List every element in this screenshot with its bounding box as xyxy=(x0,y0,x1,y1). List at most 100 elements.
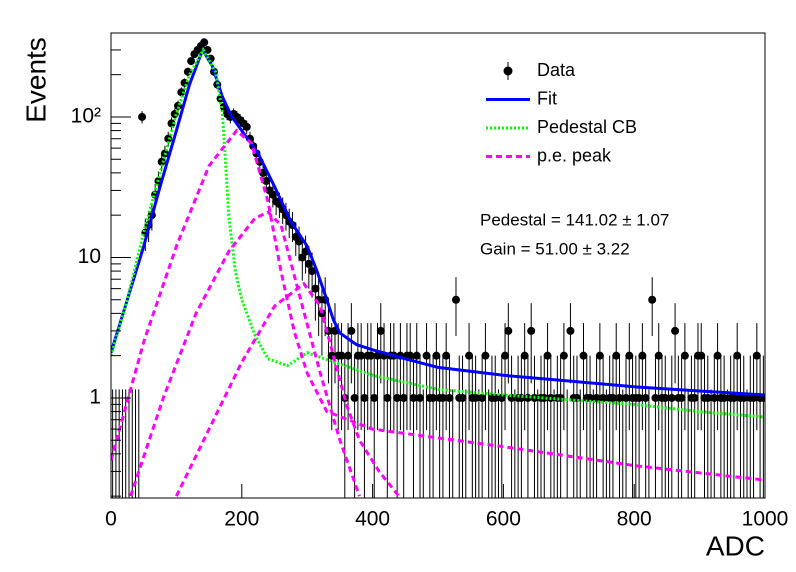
data-point xyxy=(586,393,595,402)
y-tick-label: 1 xyxy=(89,385,101,408)
data-point xyxy=(729,393,738,402)
data-point xyxy=(625,351,634,360)
x-tick-label: 600 xyxy=(486,508,521,531)
data-point xyxy=(733,351,742,360)
data-point xyxy=(579,351,588,360)
data-point xyxy=(347,326,356,335)
data-point xyxy=(471,393,480,402)
data-point xyxy=(527,326,536,335)
data-point xyxy=(409,393,418,402)
data-point xyxy=(383,393,392,402)
data-point xyxy=(438,393,447,402)
data-point xyxy=(366,351,375,360)
fit-curve xyxy=(111,46,765,397)
annotation: Gain = 51.00 ± 3.22 xyxy=(480,239,630,258)
data-point xyxy=(661,393,670,402)
data-point xyxy=(713,351,722,360)
data-point xyxy=(520,351,529,360)
legend-label: p.e. peak xyxy=(537,145,612,165)
data-point xyxy=(138,112,147,121)
data-point xyxy=(308,267,317,276)
data-point xyxy=(187,57,196,66)
data-point xyxy=(478,393,487,402)
data-point xyxy=(416,393,425,402)
x-tick-label: 1000 xyxy=(742,508,789,531)
data-point xyxy=(298,253,307,262)
data-point xyxy=(677,393,686,402)
data-point xyxy=(566,326,575,335)
data-point xyxy=(344,351,353,360)
data-point xyxy=(429,393,438,402)
data-point xyxy=(608,393,617,402)
legend-label: Fit xyxy=(537,88,557,108)
data-point xyxy=(654,351,663,360)
data-point xyxy=(622,393,631,402)
y-tick-label: 10² xyxy=(71,105,101,128)
y-axis-label: Events xyxy=(20,37,51,123)
fit-curve xyxy=(129,210,361,497)
data-point xyxy=(304,259,313,268)
data-point xyxy=(200,38,209,47)
fit-curve xyxy=(111,128,765,482)
legend-swatch xyxy=(503,66,513,76)
data-point xyxy=(393,393,402,402)
data-point xyxy=(167,119,176,128)
data-point xyxy=(268,190,277,199)
data-point xyxy=(615,393,624,402)
data-point xyxy=(671,326,680,335)
data-point xyxy=(749,393,758,402)
data-point xyxy=(720,393,729,402)
fit-curve xyxy=(175,281,400,498)
x-tick-label: 200 xyxy=(224,508,259,531)
data-point xyxy=(357,351,366,360)
data-point xyxy=(442,351,451,360)
data-point xyxy=(703,393,712,402)
data-point xyxy=(465,351,474,360)
data-point xyxy=(311,284,320,293)
data-point xyxy=(317,309,326,318)
data-point xyxy=(635,393,644,402)
x-axis-label: ADC xyxy=(706,530,765,561)
legend-label: Pedestal CB xyxy=(537,117,637,137)
data-point xyxy=(651,393,660,402)
data-point xyxy=(432,351,441,360)
data-point xyxy=(262,177,271,186)
x-tick-label: 0 xyxy=(105,508,117,531)
data-point xyxy=(680,351,689,360)
data-point xyxy=(458,393,467,402)
fit-curve xyxy=(111,46,765,419)
data-point xyxy=(697,351,706,360)
data-point xyxy=(599,393,608,402)
data-point xyxy=(445,393,454,402)
data-point xyxy=(648,295,657,304)
data-point xyxy=(504,326,513,335)
data-point xyxy=(540,393,549,402)
data-point xyxy=(638,351,647,360)
plot-area xyxy=(111,38,765,498)
data-point xyxy=(543,351,552,360)
data-point xyxy=(451,295,460,304)
data-point xyxy=(370,393,379,402)
data-point xyxy=(612,351,621,360)
data-point xyxy=(399,393,408,402)
y-tick-label: 10 xyxy=(78,245,101,268)
data-point xyxy=(481,351,490,360)
data-point xyxy=(350,393,359,402)
data-point xyxy=(259,168,268,177)
data-point xyxy=(406,351,415,360)
data-point xyxy=(242,122,251,131)
data-point xyxy=(592,393,601,402)
data-point xyxy=(376,326,385,335)
data-point xyxy=(501,351,510,360)
x-tick-label: 400 xyxy=(355,508,390,531)
data-point xyxy=(491,393,500,402)
data-point xyxy=(595,351,604,360)
data-point xyxy=(667,393,676,402)
plot-frame xyxy=(110,32,766,499)
data-point xyxy=(752,351,761,360)
data-point xyxy=(422,351,431,360)
x-tick-label: 800 xyxy=(617,508,652,531)
data-point xyxy=(690,393,699,402)
legend-label: Data xyxy=(537,60,576,80)
